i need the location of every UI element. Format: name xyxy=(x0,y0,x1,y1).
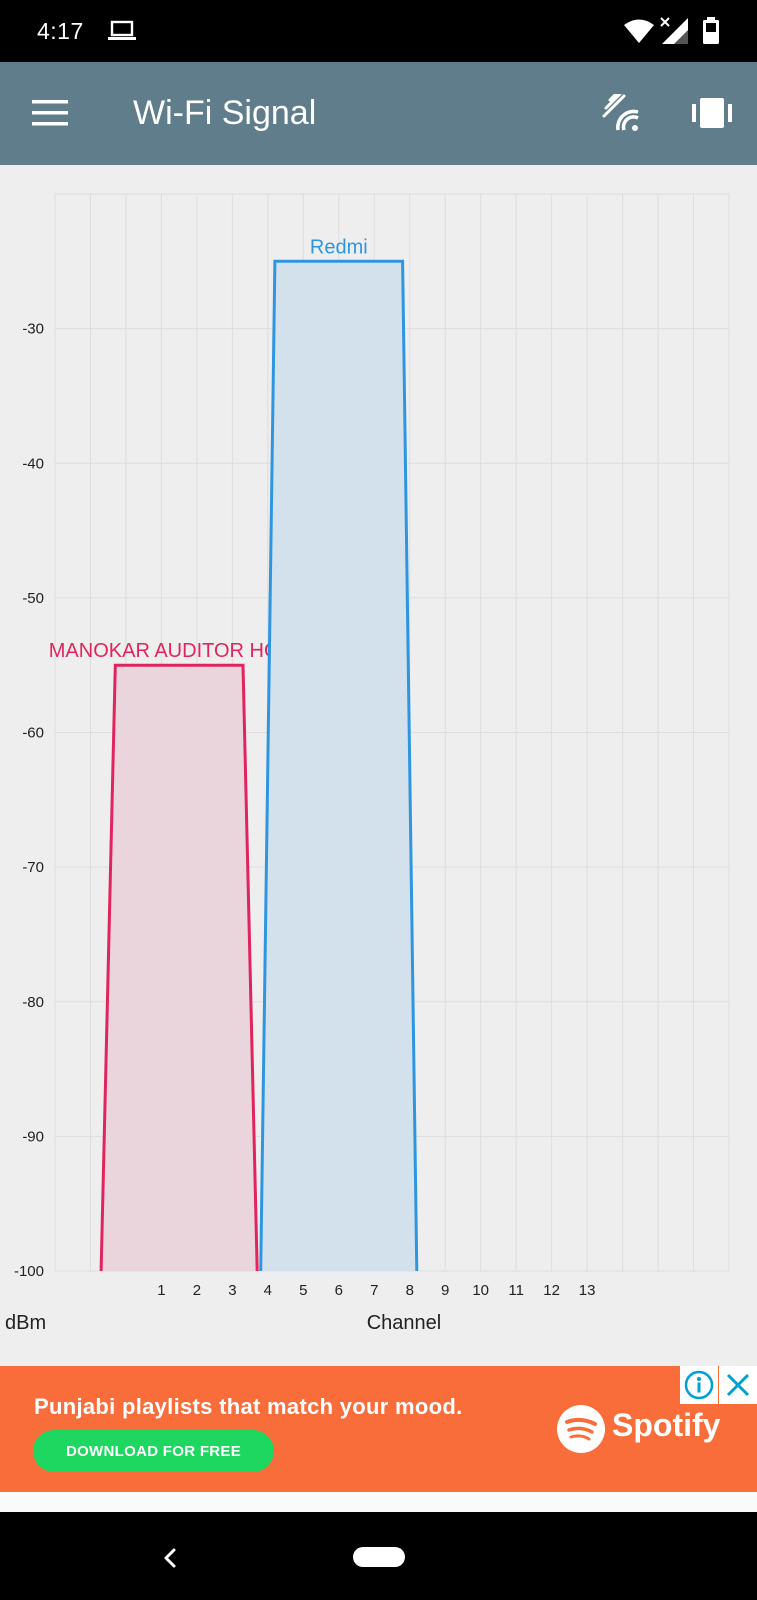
x-tick-label: 9 xyxy=(441,1282,449,1299)
series-line-1 xyxy=(259,259,419,1272)
x-tick-label: 10 xyxy=(472,1282,489,1299)
scan-icon xyxy=(602,94,639,131)
series-line-0 xyxy=(99,663,259,1272)
x-tick-label: 12 xyxy=(543,1282,560,1299)
x-tick-label: 2 xyxy=(193,1282,201,1299)
status-time: 4:17 xyxy=(37,18,84,44)
series-label-0: MANOKAR AUDITOR HOME xyxy=(49,640,310,662)
spotify-logo-icon xyxy=(557,1405,605,1453)
ad-info-button[interactable] xyxy=(680,1366,718,1404)
series-label-1: Redmi xyxy=(310,236,368,258)
cell-signal-icon xyxy=(660,17,688,44)
x-tick-label: 8 xyxy=(406,1282,414,1299)
ad-download-button[interactable]: DOWNLOAD FOR FREE xyxy=(33,1430,274,1472)
x-tick-label: 7 xyxy=(370,1282,378,1299)
menu-icon xyxy=(32,100,68,126)
y-tick-label: -50 xyxy=(22,590,44,607)
ad-text: Punjabi playlists that match your mood. xyxy=(34,1394,463,1419)
menu-button[interactable] xyxy=(28,92,72,136)
vibrate-icon xyxy=(692,98,732,128)
x-tick-label: 3 xyxy=(228,1282,236,1299)
signal-chart: MANOKAR AUDITOR HOME Redmi -30 -40 -50 -60 -7… xyxy=(5,193,730,1334)
x-tick-label: 6 xyxy=(335,1282,343,1299)
bottom-divider xyxy=(0,1492,757,1512)
y-tick-label: -80 xyxy=(22,994,44,1011)
x-tick-label: 13 xyxy=(579,1282,596,1299)
chart-series: MANOKAR AUDITOR HOME Redmi xyxy=(49,236,419,1272)
back-button[interactable] xyxy=(150,1538,190,1578)
x-tick-label: 11 xyxy=(508,1282,524,1299)
x-axis-label: Channel xyxy=(367,1312,442,1334)
x-axis-ticks: 1 2 3 4 5 6 7 8 9 10 11 12 13 xyxy=(157,1282,595,1299)
y-tick-label: -60 xyxy=(22,725,44,742)
navigation-bar xyxy=(0,1512,757,1600)
laptop-icon xyxy=(108,20,136,40)
y-tick-label: -90 xyxy=(22,1128,44,1145)
info-icon xyxy=(684,1370,714,1400)
back-icon xyxy=(164,1548,176,1568)
series-area-0 xyxy=(101,665,258,1271)
ad-brand: Spotify xyxy=(612,1407,721,1443)
home-button[interactable] xyxy=(353,1547,405,1567)
ad-banner[interactable]: Punjabi playlists that match your mood. … xyxy=(0,1366,757,1492)
wifi-icon xyxy=(624,19,654,43)
y-tick-label: -70 xyxy=(22,859,44,876)
vibrate-button[interactable] xyxy=(688,92,736,136)
close-icon xyxy=(726,1373,750,1397)
x-tick-label: 4 xyxy=(264,1282,272,1299)
series-area-1 xyxy=(260,261,417,1271)
y-tick-label: -40 xyxy=(22,455,44,472)
scan-button[interactable] xyxy=(600,92,644,136)
page-title: Wi-Fi Signal xyxy=(133,94,317,132)
app-bar: Wi-Fi Signal xyxy=(0,62,757,165)
status-bar: 4:17 xyxy=(0,0,757,62)
y-axis-label: dBm xyxy=(5,1312,46,1334)
y-tick-label: -30 xyxy=(22,321,44,338)
x-tick-label: 5 xyxy=(299,1282,307,1299)
x-tick-label: 1 xyxy=(157,1282,165,1299)
y-axis-ticks: -30 -40 -50 -60 -70 -80 -90 -100 xyxy=(14,321,44,1280)
y-tick-label: -100 xyxy=(14,1263,44,1280)
ad-close-button[interactable] xyxy=(719,1366,757,1404)
battery-icon xyxy=(703,17,719,44)
